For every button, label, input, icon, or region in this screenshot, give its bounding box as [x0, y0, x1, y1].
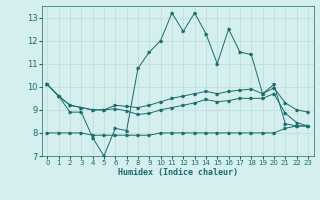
X-axis label: Humidex (Indice chaleur): Humidex (Indice chaleur) [118, 168, 237, 177]
